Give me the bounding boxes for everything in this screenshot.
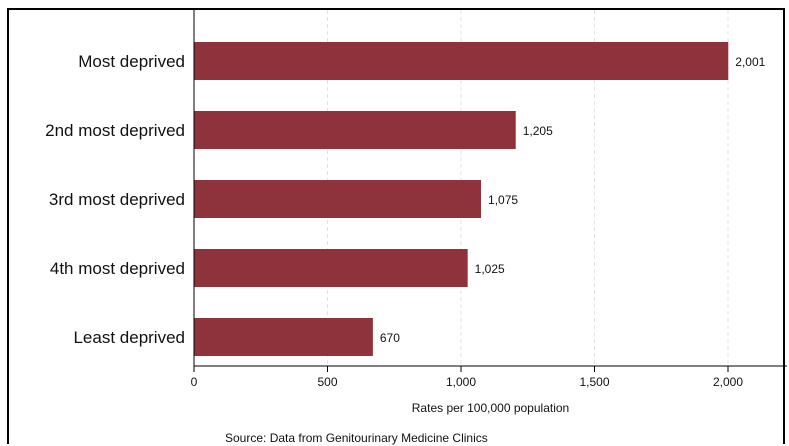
category-labels: Most deprived 2nd most deprived 3rd most d… [45, 52, 185, 347]
value-label: 1,205 [523, 124, 553, 138]
category-label: 2nd most deprived [45, 121, 185, 140]
x-ticks: 0 500 1,000 1,500 2,000 [191, 366, 743, 389]
x-tick-label: 500 [317, 375, 337, 389]
x-tick-label: 0 [191, 375, 198, 389]
category-label: 3rd most deprived [49, 190, 185, 209]
x-axis-label: Rates per 100,000 population [412, 401, 569, 415]
value-label: 2,001 [735, 55, 765, 69]
x-tick-label: 2,000 [713, 375, 743, 389]
bar [194, 318, 373, 356]
bar [194, 111, 516, 149]
chart-frame [7, 8, 785, 444]
value-labels: 2,001 1,205 1,075 1,025 670 [380, 55, 766, 345]
x-tick-label: 1,500 [579, 375, 609, 389]
value-label: 670 [380, 331, 400, 345]
bar [194, 180, 482, 218]
bar [194, 42, 729, 80]
category-label: Most deprived [78, 52, 185, 71]
bar [194, 249, 468, 287]
bars [194, 42, 729, 356]
value-label: 1,075 [488, 193, 518, 207]
value-label: 1,025 [475, 262, 505, 276]
category-label: Least deprived [73, 328, 185, 347]
category-label: 4th most deprived [50, 259, 185, 278]
x-tick-label: 1,000 [446, 375, 476, 389]
source-note: Source: Data from Genitourinary Medicine… [225, 431, 488, 445]
